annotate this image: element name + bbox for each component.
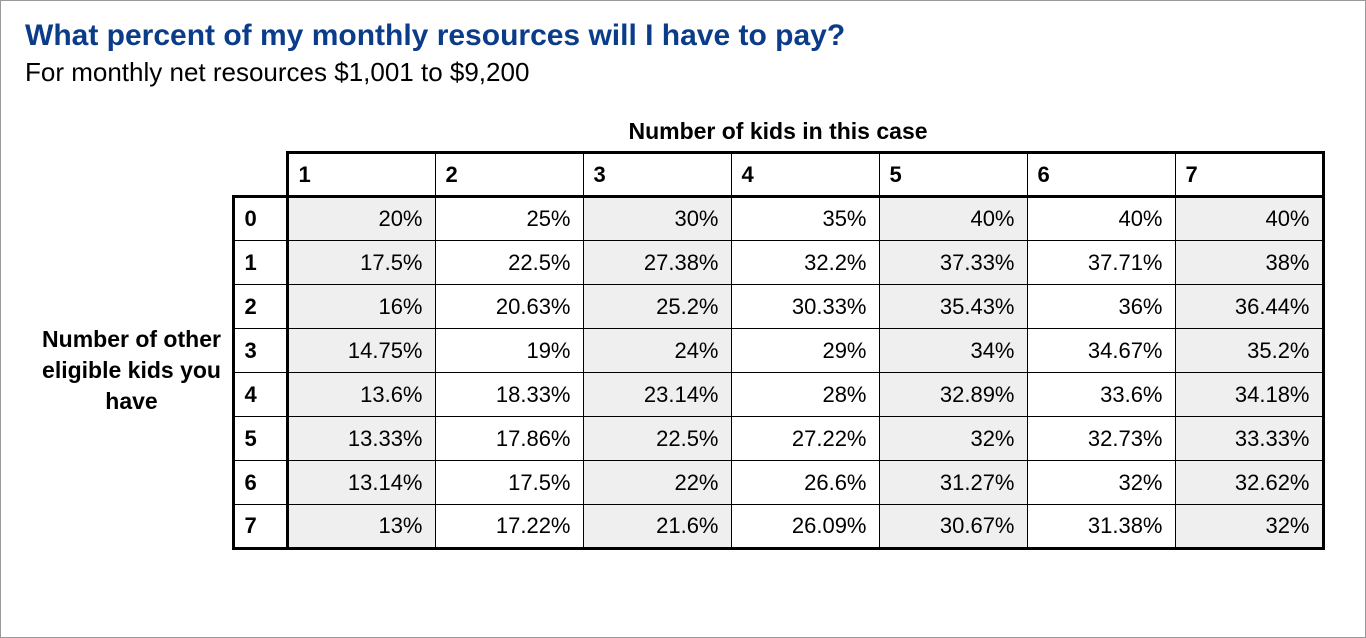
- table-cell: 16%: [287, 285, 435, 329]
- table-cell: 32.89%: [879, 373, 1027, 417]
- row-head: 4: [233, 373, 287, 417]
- row-head: 6: [233, 461, 287, 505]
- table-cell: 34.67%: [1027, 329, 1175, 373]
- table-cell: 21.6%: [583, 505, 731, 549]
- card-container: What percent of my monthly resources wil…: [0, 0, 1366, 638]
- table-cell: 38%: [1175, 241, 1323, 285]
- page-subtitle: For monthly net resources $1,001 to $9,2…: [25, 57, 1341, 88]
- corner-cell: [233, 153, 287, 197]
- table-cell: 25%: [435, 197, 583, 241]
- table-row: 1 17.5% 22.5% 27.38% 32.2% 37.33% 37.71%…: [233, 241, 1323, 285]
- table-cell: 36.44%: [1175, 285, 1323, 329]
- page-title: What percent of my monthly resources wil…: [25, 19, 1341, 53]
- col-head: 5: [879, 153, 1027, 197]
- table-row: 0 20% 25% 30% 35% 40% 40% 40%: [233, 197, 1323, 241]
- table-cell: 30.67%: [879, 505, 1027, 549]
- table-cell: 27.38%: [583, 241, 731, 285]
- table-cell: 32%: [1175, 505, 1323, 549]
- table-cell: 20%: [287, 197, 435, 241]
- table-cell: 34.18%: [1175, 373, 1323, 417]
- table-cell: 19%: [435, 329, 583, 373]
- table-cell: 13.14%: [287, 461, 435, 505]
- col-head: 4: [731, 153, 879, 197]
- table-cell: 37.71%: [1027, 241, 1175, 285]
- table-cell: 32%: [1027, 461, 1175, 505]
- row-head: 5: [233, 417, 287, 461]
- table-cell: 26.6%: [731, 461, 879, 505]
- table-cell: 13.6%: [287, 373, 435, 417]
- table-row: 7 13% 17.22% 21.6% 26.09% 30.67% 31.38% …: [233, 505, 1323, 549]
- col-head: 3: [583, 153, 731, 197]
- table-cell: 33.33%: [1175, 417, 1323, 461]
- table-cell: 17.5%: [287, 241, 435, 285]
- row-head: 1: [233, 241, 287, 285]
- row-head: 7: [233, 505, 287, 549]
- percent-table: 1 2 3 4 5 6 7 0 20% 25% 30%: [232, 151, 1325, 550]
- table-cell: 27.22%: [731, 417, 879, 461]
- table-cell: 28%: [731, 373, 879, 417]
- top-axis-label: Number of kids in this case: [232, 118, 1325, 151]
- table-cell: 32%: [879, 417, 1027, 461]
- table-row: 5 13.33% 17.86% 22.5% 27.22% 32% 32.73% …: [233, 417, 1323, 461]
- table-cell: 35.43%: [879, 285, 1027, 329]
- table-cell: 13.33%: [287, 417, 435, 461]
- row-head: 3: [233, 329, 287, 373]
- table-cell: 22.5%: [583, 417, 731, 461]
- table-cell: 24%: [583, 329, 731, 373]
- table-cell: 26.09%: [731, 505, 879, 549]
- table-cell: 31.27%: [879, 461, 1027, 505]
- table-cell: 25.2%: [583, 285, 731, 329]
- table-cell: 13%: [287, 505, 435, 549]
- table-cell: 29%: [731, 329, 879, 373]
- col-head: 2: [435, 153, 583, 197]
- table-cell: 35%: [731, 197, 879, 241]
- table-cell: 14.75%: [287, 329, 435, 373]
- table-wrap: 1 2 3 4 5 6 7 0 20% 25% 30%: [232, 151, 1325, 550]
- table-cell: 33.6%: [1027, 373, 1175, 417]
- table-cell: 32.62%: [1175, 461, 1323, 505]
- table-cell: 40%: [879, 197, 1027, 241]
- table-row: 2 16% 20.63% 25.2% 30.33% 35.43% 36% 36.…: [233, 285, 1323, 329]
- table-cell: 22%: [583, 461, 731, 505]
- table-cell: 32.73%: [1027, 417, 1175, 461]
- table-cell: 17.5%: [435, 461, 583, 505]
- col-head: 6: [1027, 153, 1175, 197]
- table-layout: Number of kids in this case Number of ot…: [25, 118, 1341, 550]
- left-axis-label: Number of other eligible kids you have: [42, 151, 232, 550]
- left-axis-label-text: Number of other eligible kids you have: [42, 324, 222, 417]
- table-cell: 30.33%: [731, 285, 879, 329]
- table-cell: 30%: [583, 197, 731, 241]
- table-cell: 34%: [879, 329, 1027, 373]
- table-cell: 31.38%: [1027, 505, 1175, 549]
- row-head: 0: [233, 197, 287, 241]
- table-cell: 17.22%: [435, 505, 583, 549]
- col-head: 7: [1175, 153, 1323, 197]
- table-cell: 18.33%: [435, 373, 583, 417]
- table-cell: 17.86%: [435, 417, 583, 461]
- col-head: 1: [287, 153, 435, 197]
- table-cell: 35.2%: [1175, 329, 1323, 373]
- table-cell: 37.33%: [879, 241, 1027, 285]
- table-row: 4 13.6% 18.33% 23.14% 28% 32.89% 33.6% 3…: [233, 373, 1323, 417]
- table-cell: 36%: [1027, 285, 1175, 329]
- table-cell: 20.63%: [435, 285, 583, 329]
- table-cell: 32.2%: [731, 241, 879, 285]
- header-row: 1 2 3 4 5 6 7: [233, 153, 1323, 197]
- table-cell: 40%: [1027, 197, 1175, 241]
- table-body: 0 20% 25% 30% 35% 40% 40% 40% 1 17.5% 22…: [233, 197, 1323, 549]
- table-cell: 22.5%: [435, 241, 583, 285]
- table-cell: 40%: [1175, 197, 1323, 241]
- table-row: 6 13.14% 17.5% 22% 26.6% 31.27% 32% 32.6…: [233, 461, 1323, 505]
- table-cell: 23.14%: [583, 373, 731, 417]
- table-row: 3 14.75% 19% 24% 29% 34% 34.67% 35.2%: [233, 329, 1323, 373]
- row-head: 2: [233, 285, 287, 329]
